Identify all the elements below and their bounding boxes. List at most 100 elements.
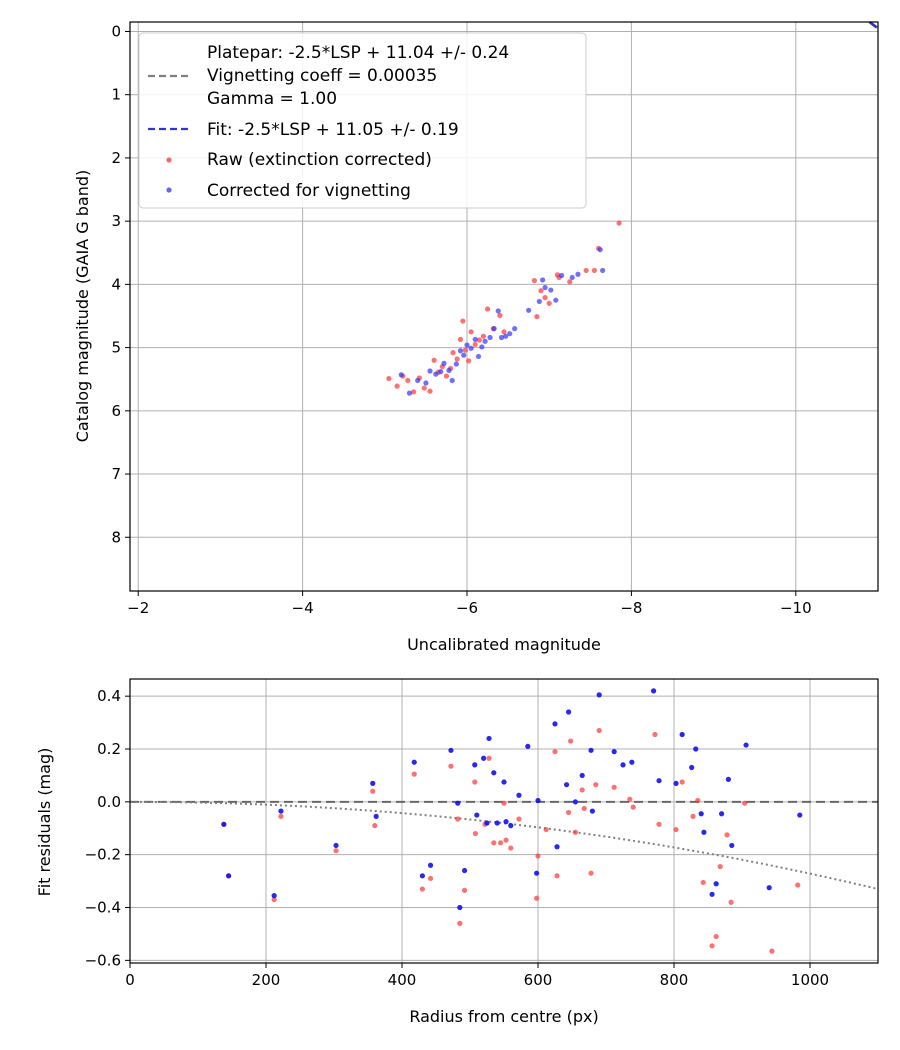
corrected-residual-point (713, 881, 719, 887)
raw-residual-point (572, 829, 579, 835)
corrected-residual-point (797, 812, 803, 818)
top-y-tick-label: 5 (111, 339, 121, 357)
raw-point (466, 358, 472, 364)
corrected-point (475, 353, 482, 360)
top-x-ticks: −2 −4 −6 −8 −10 (127, 591, 812, 617)
corrected-residual-point (494, 820, 500, 826)
corrected-residual-point (693, 746, 699, 752)
corrected-point (491, 326, 497, 332)
corrected-point (597, 247, 603, 253)
corrected-residual-point (651, 688, 657, 694)
raw-point (497, 312, 503, 318)
corrected-residual-point (629, 759, 635, 765)
corrected-residual-point (271, 893, 277, 899)
top-plot-frame (129, 21, 879, 592)
top-y-tick-label: 7 (111, 465, 121, 483)
corrected-residual-point (525, 743, 531, 749)
raw-point (431, 357, 437, 363)
raw-residual-point (742, 800, 748, 806)
corrected-point (503, 333, 509, 339)
raw-residual-point (498, 840, 504, 846)
raw-residual-point (534, 895, 540, 901)
top-y-axis-label: Catalog magnitude (GAIA G band) (73, 170, 92, 442)
raw-point (410, 389, 417, 395)
corrected-residual-point (596, 692, 602, 698)
corrected-residual-point (535, 797, 541, 804)
corrected-residual-point (455, 800, 461, 806)
fit-line (868, 20, 879, 30)
corrected-residual-point (729, 842, 735, 849)
raw-point (394, 383, 400, 389)
raw-point (542, 295, 548, 301)
raw-residual-point (448, 763, 454, 769)
raw-residual-point (656, 821, 662, 827)
legend-fit-label: Fit: -2.5*LSP + 11.05 +/- 0.19 (207, 120, 459, 140)
raw-residual-point (372, 823, 378, 829)
legend-raw-marker (166, 157, 172, 163)
bottom-y-tick-label: 0.2 (97, 740, 121, 758)
legend-corrected-label: Corrected for vignetting (207, 181, 411, 201)
bottom-x-axis-label: Radius from centre (px) (409, 1007, 598, 1026)
corrected-residual-point (534, 870, 540, 876)
raw-point (443, 373, 450, 379)
corrected-point (512, 326, 518, 332)
bottom-y-tick-label: 0.4 (97, 687, 121, 705)
corrected-residual-point (689, 764, 695, 771)
corrected-residual-point (508, 823, 514, 829)
raw-point (591, 267, 598, 274)
legend-raw-label: Raw (extinction corrected) (207, 150, 432, 170)
corrected-point (548, 287, 554, 293)
raw-residual-point (370, 788, 376, 794)
corrected-point (457, 348, 464, 354)
corrected-residual-point (563, 782, 570, 788)
raw-point (386, 375, 392, 382)
raw-residual-point (709, 943, 715, 949)
corrected-point (507, 331, 513, 337)
raw-residual-point (588, 870, 594, 876)
raw-residual-point (630, 804, 636, 810)
raw-residual-point (516, 816, 522, 822)
corrected-point (542, 284, 548, 291)
corrected-residual-point (589, 808, 596, 814)
bottom-y-tick-label: −0.4 (85, 899, 121, 917)
raw-residual-point (491, 840, 497, 846)
bottom-x-tick-label: 1000 (791, 971, 829, 989)
legend-platepar-label: Platepar: -2.5*LSP + 11.04 +/- 0.24 (207, 43, 509, 63)
raw-residual-point (566, 809, 572, 816)
corrected-residual-point (743, 742, 749, 748)
raw-residual-point (411, 771, 417, 777)
corrected-point (441, 360, 447, 366)
raw-point (476, 337, 482, 343)
bottom-plot-frame (129, 678, 879, 964)
bottom-reference-lines (129, 800, 879, 891)
corrected-residual-point (588, 747, 594, 753)
top-y-tick-label: 3 (111, 212, 121, 230)
top-y-tick-label: 1 (111, 86, 121, 104)
raw-residual-point (486, 755, 492, 761)
corrected-point (487, 334, 493, 341)
bottom-x-tick-label: 600 (524, 971, 553, 989)
raw-point (546, 300, 552, 306)
raw-residual-point (700, 879, 706, 886)
corrected-residual-point (333, 842, 339, 849)
corrected-residual-point (474, 812, 480, 818)
raw-residual-point (568, 738, 574, 744)
raw-residual-point (611, 784, 617, 790)
corrected-residual-point (411, 759, 417, 765)
raw-residual-point (271, 896, 277, 903)
corrected-residual-point (503, 819, 509, 825)
bottom-y-axis-label: Fit residuals (mag) (35, 748, 54, 897)
raw-residual-point (690, 813, 696, 819)
raw-residual-point (501, 800, 507, 806)
corrected-point (553, 297, 559, 303)
top-grid (130, 22, 878, 591)
raw-point (405, 377, 411, 384)
raw-residual-point (427, 875, 434, 882)
corrected-residual-point (620, 762, 626, 768)
top-y-tick-label: 2 (111, 149, 121, 167)
raw-residual-point (554, 873, 560, 879)
corrected-residual-point (709, 891, 715, 897)
corrected-residual-point (566, 709, 572, 715)
raw-point (468, 329, 474, 335)
